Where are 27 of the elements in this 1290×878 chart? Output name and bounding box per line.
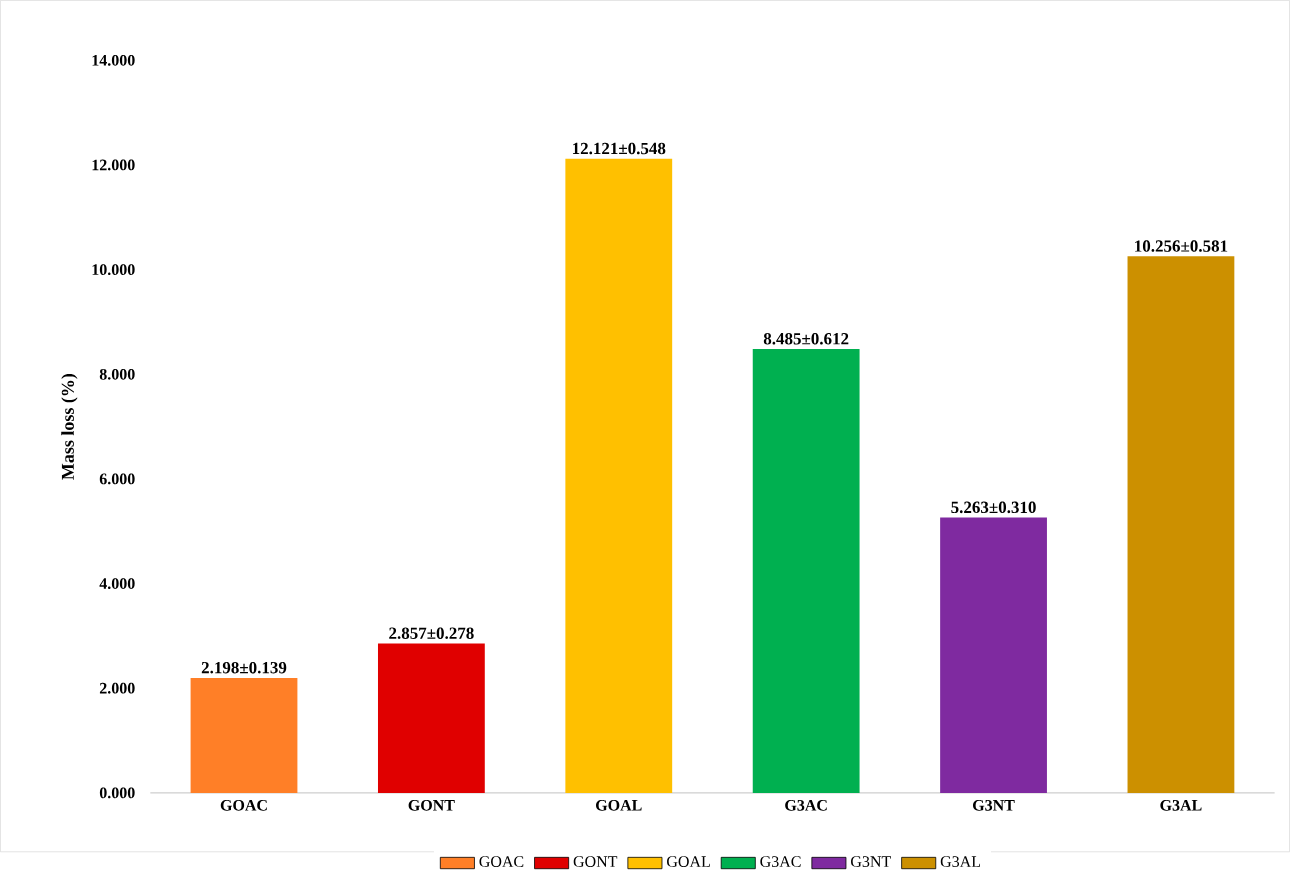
y-tick-label: 0.000	[99, 787, 135, 799]
legend-label: GOAC	[479, 856, 524, 868]
y-tick-label: 2.000	[99, 682, 135, 694]
x-tick-label: GOAL	[596, 800, 642, 811]
y-tick-label: 6.000	[99, 473, 135, 485]
x-tick-label: GONT	[408, 800, 455, 811]
legend-label: GOAL	[667, 856, 710, 868]
y-tick-label: 8.000	[99, 368, 135, 380]
data-label: 2.198±0.139	[201, 662, 287, 674]
y-tick-label: 10.000	[92, 264, 135, 276]
x-tick-label: G3AL	[1160, 800, 1202, 811]
legend-label: G3NT	[851, 856, 891, 868]
x-tick-label: GOAC	[220, 800, 267, 811]
data-label: 12.121±0.548	[572, 142, 666, 155]
y-axis-title: Mass loss (%)	[61, 374, 78, 480]
legend-label: G3AC	[760, 856, 801, 868]
x-tick-label: G3AC	[785, 800, 827, 811]
data-label: 10.256±0.581	[1135, 240, 1228, 252]
x-tick-label: G3NT	[973, 800, 1015, 811]
data-label: 8.485±0.612	[763, 333, 849, 345]
y-tick-label: 4.000	[99, 578, 135, 590]
data-label: 2.857±0.278	[389, 627, 474, 640]
legend-label: GONT	[573, 856, 618, 868]
y-tick-label: 14.000	[92, 55, 135, 66]
y-tick-label: 12.000	[92, 159, 135, 171]
legend-label: G3AL	[940, 856, 981, 868]
data-label: 5.263±0.310	[951, 501, 1036, 514]
